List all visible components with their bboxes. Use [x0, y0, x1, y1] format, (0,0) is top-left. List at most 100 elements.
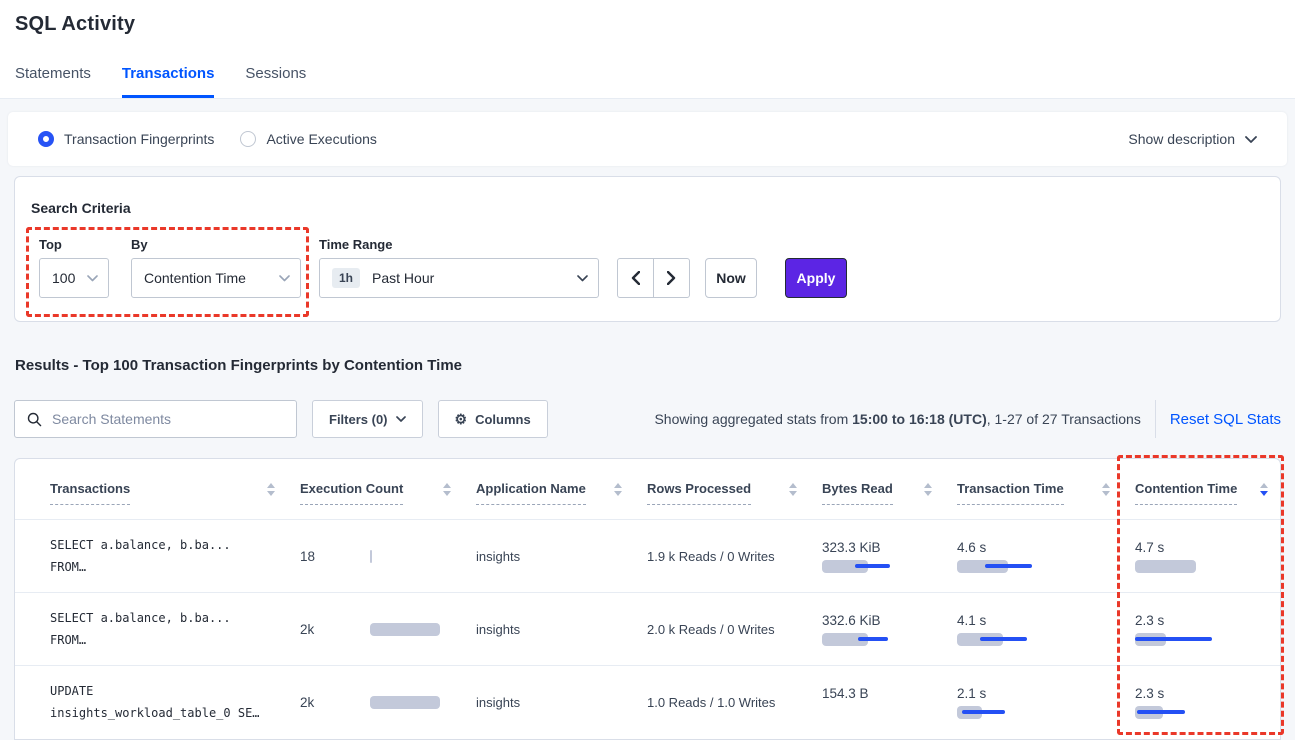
transaction-fingerprint-link[interactable]: SELECT a.balance, b.ba... FROM… — [50, 607, 275, 651]
show-description-label: Show description — [1128, 131, 1235, 147]
time-range-select[interactable]: 1h Past Hour — [319, 258, 599, 298]
bar-mean — [822, 559, 868, 573]
stat-bar — [822, 706, 942, 719]
sort-icon[interactable] — [267, 482, 275, 496]
sort-down-icon — [1260, 490, 1268, 496]
transaction-fingerprint-link[interactable]: UPDATE insights_workload_table_0 SE… — [50, 680, 275, 724]
execution-count-value: 2k — [300, 621, 315, 637]
sort-icon[interactable] — [1260, 482, 1268, 496]
sort-up-icon — [789, 482, 797, 488]
chevron-right-icon — [667, 271, 676, 285]
sort-up-icon — [614, 482, 622, 488]
sort-icon[interactable] — [789, 482, 797, 496]
chevron-down-icon — [279, 274, 290, 281]
bytes-read-cell-value: 332.6 KiB — [822, 612, 881, 628]
column-header-contention-time[interactable]: Contention Time — [1122, 481, 1280, 505]
next-time-range-button[interactable] — [653, 258, 690, 298]
execution-count-cell: 2k — [287, 695, 463, 710]
table-header-row: Transactions Execution Count Application N… — [15, 459, 1280, 519]
transaction-cell: UPDATE insights_workload_table_0 SE… — [15, 680, 287, 724]
tab-bar: Statements Transactions Sessions — [15, 55, 306, 98]
top-label: Top — [39, 237, 62, 252]
contention-time-cell: 4.7 s — [1122, 540, 1280, 573]
reset-sql-stats-link[interactable]: Reset SQL Stats — [1169, 410, 1281, 428]
bar-mean — [1135, 559, 1196, 573]
execution-count-value: 18 — [300, 548, 316, 564]
column-header-application-name[interactable]: Application Name — [463, 481, 634, 505]
column-header-transaction-time[interactable]: Transaction Time — [944, 481, 1122, 505]
sort-icon[interactable] — [1102, 482, 1110, 496]
table-body: SELECT a.balance, b.ba... FROM… 18 insights… — [15, 519, 1280, 738]
sort-down-icon — [614, 490, 622, 496]
show-description-toggle[interactable]: Show description — [1128, 131, 1257, 147]
column-header-bytes-read[interactable]: Bytes Read — [809, 481, 944, 505]
sort-icon[interactable] — [443, 482, 451, 496]
column-label: Transactions — [50, 481, 131, 505]
table-row: UPDATE insights_workload_table_0 SE… 2k ins… — [15, 665, 1280, 738]
stat-bar — [1135, 559, 1255, 573]
query-line-1: UPDATE — [50, 683, 94, 698]
search-criteria-panel: Search Criteria Top 100 By Contention Ti… — [14, 176, 1281, 322]
top-select[interactable]: 100 — [39, 258, 109, 298]
query-line-2: FROM… — [50, 560, 87, 574]
time-range-value: Past Hour — [372, 270, 435, 286]
bar-stddev — [858, 636, 888, 641]
sort-up-icon — [1102, 482, 1110, 488]
tab-transactions[interactable]: Transactions — [121, 55, 215, 98]
sort-up-icon — [1260, 482, 1268, 488]
aggregated-stats-text: Showing aggregated stats from 15:00 to 1… — [654, 411, 1141, 427]
bytes-read-cell-value: 323.3 KiB — [822, 539, 881, 555]
radio-unchecked-icon — [240, 131, 257, 147]
bar-stddev — [980, 636, 1027, 641]
bar-mean — [370, 549, 372, 563]
sort-icon[interactable] — [614, 482, 622, 496]
tab-sessions[interactable]: Sessions — [245, 65, 307, 82]
by-label: By — [131, 237, 148, 252]
radio-active-executions[interactable]: Active Executions — [240, 131, 377, 147]
search-statements-input[interactable] — [52, 411, 284, 427]
radio-transaction-fingerprints[interactable]: Transaction Fingerprints — [38, 131, 214, 147]
bytes-read-cell: 323.3 KiB — [809, 540, 944, 573]
chevron-down-icon — [395, 416, 406, 422]
bar-stddev — [1135, 636, 1212, 641]
stat-bar — [957, 705, 1077, 719]
stat-bar — [370, 622, 442, 636]
stat-bar — [822, 632, 942, 646]
chevron-down-icon — [1245, 135, 1257, 143]
rows-processed-cell: 1.0 Reads / 1.0 Writes — [647, 694, 776, 710]
stat-bar — [822, 559, 942, 573]
transaction-cell: SELECT a.balance, b.ba... FROM… — [15, 534, 287, 578]
sort-icon[interactable] — [924, 482, 932, 496]
query-line-1: SELECT a.balance, b.ba... — [50, 610, 231, 625]
column-header-execution-count[interactable]: Execution Count — [287, 481, 463, 505]
radio-label: Active Executions — [266, 131, 377, 147]
apply-button[interactable]: Apply — [785, 258, 847, 298]
column-label: Application Name — [476, 481, 586, 505]
transaction-fingerprint-link[interactable]: SELECT a.balance, b.ba... FROM… — [50, 534, 275, 578]
bar-mean — [370, 695, 440, 709]
contention-time-cell-value: 2.3 s — [1135, 685, 1165, 701]
contention-time-cell-value: 4.7 s — [1135, 539, 1165, 555]
columns-button[interactable]: ⚙ Columns — [437, 400, 548, 438]
now-button[interactable]: Now — [705, 258, 757, 298]
sort-down-icon — [789, 490, 797, 496]
tab-statements[interactable]: Statements — [15, 65, 91, 82]
column-label: Rows Processed — [647, 481, 752, 505]
search-statements-box — [14, 400, 297, 438]
bar-stddev — [1137, 709, 1185, 714]
column-header-transactions[interactable]: Transactions — [15, 481, 287, 505]
column-label: Execution Count — [300, 481, 404, 505]
stat-bar — [1135, 632, 1255, 646]
stat-bar — [370, 695, 442, 709]
transaction-time-cell-value: 4.6 s — [957, 539, 987, 555]
application-name-cell: insights — [476, 548, 521, 564]
previous-time-range-button[interactable] — [617, 258, 654, 298]
contention-time-cell-value: 2.3 s — [1135, 612, 1165, 628]
bar-stddev — [855, 563, 890, 568]
by-select[interactable]: Contention Time — [131, 258, 301, 298]
filters-button[interactable]: Filters (0) — [312, 400, 423, 438]
column-header-rows-processed[interactable]: Rows Processed — [634, 481, 809, 505]
sort-up-icon — [924, 482, 932, 488]
column-label: Bytes Read — [822, 481, 893, 505]
